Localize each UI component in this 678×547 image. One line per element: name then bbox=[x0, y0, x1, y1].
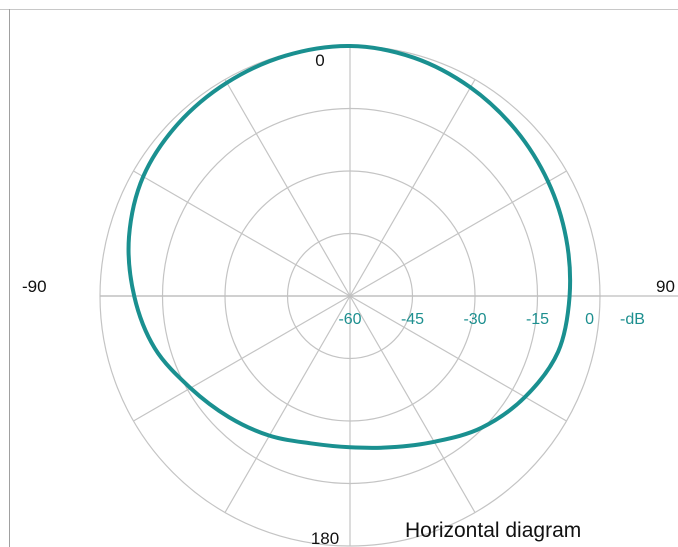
polar-grid bbox=[99, 45, 678, 547]
angle-label-90: 90 bbox=[656, 277, 675, 296]
series-line bbox=[126, 43, 573, 450]
radial-tick-label: -30 bbox=[463, 311, 486, 328]
grid-spoke bbox=[349, 295, 567, 422]
series-layer bbox=[126, 43, 573, 450]
grid-spoke bbox=[133, 295, 351, 422]
radial-tick-label: -15 bbox=[526, 311, 549, 328]
radial-tick-label: -45 bbox=[401, 311, 424, 328]
top-border bbox=[0, 0, 678, 10]
angle-label-180: 180 bbox=[311, 529, 339, 547]
label-layer: 0 -90 90 180 -60 -45 -30 -15 0 -dB bbox=[22, 51, 675, 547]
angle-label-neg90: -90 bbox=[22, 277, 47, 296]
grid-spoke bbox=[349, 295, 476, 513]
chart-caption: Horizontal diagram bbox=[405, 519, 581, 542]
grid-spoke bbox=[349, 170, 567, 297]
grid-spoke bbox=[349, 79, 476, 297]
radial-unit-label: -dB bbox=[620, 311, 645, 328]
radial-tick-label: -60 bbox=[338, 311, 361, 328]
left-border bbox=[9, 9, 10, 547]
grid-spoke bbox=[224, 79, 351, 297]
grid-spoke bbox=[133, 170, 351, 297]
radial-tick-label: 0 bbox=[585, 311, 594, 328]
grid-spoke bbox=[224, 295, 351, 513]
angle-label-0: 0 bbox=[315, 51, 324, 70]
